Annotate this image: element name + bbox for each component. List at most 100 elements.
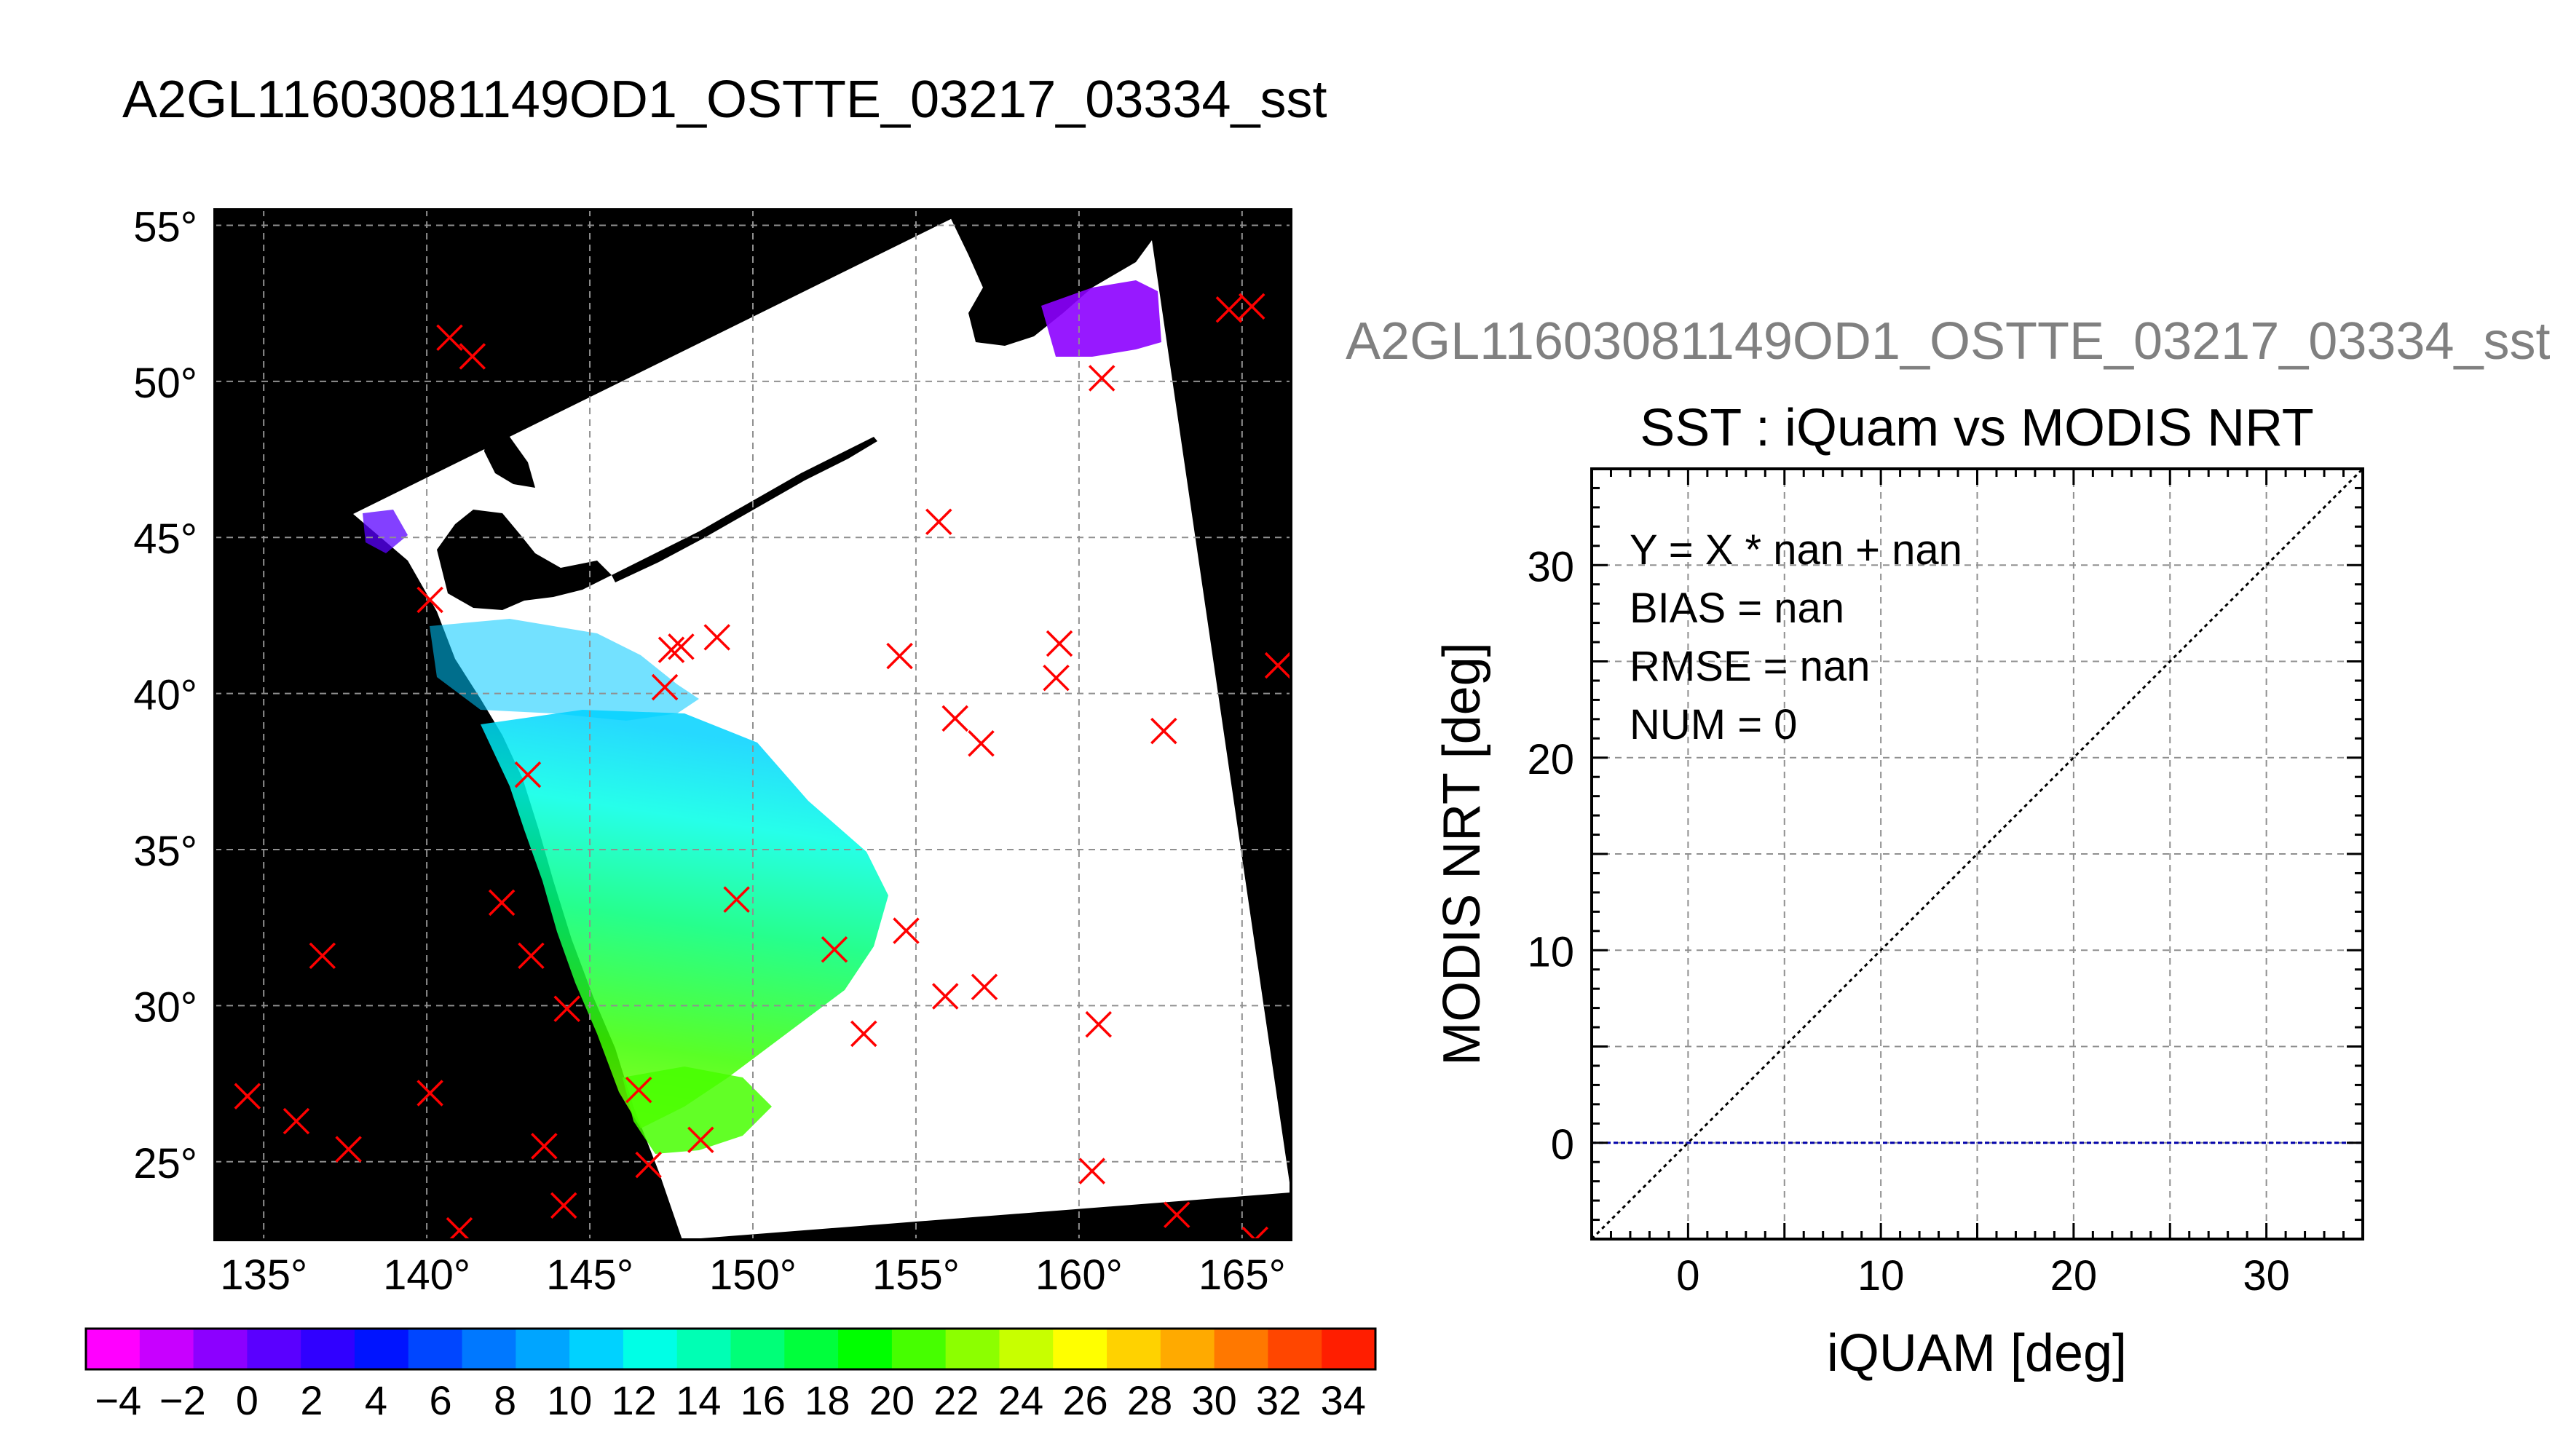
colorbar-tick-label: 34 bbox=[1321, 1377, 1366, 1423]
land-honshu-coast bbox=[215, 514, 682, 1240]
observation-marker bbox=[1215, 296, 1243, 323]
colorbar-cell bbox=[247, 1329, 301, 1369]
scatter-y-tick-label: 30 bbox=[1527, 543, 1574, 590]
map-lon-tick-label: 160° bbox=[1035, 1251, 1123, 1299]
annotation-fit-equation: Y = X * nan + nan bbox=[1630, 526, 1962, 574]
map-lon-ticks: 135° 140° 145° 150° 155° 160° 165° bbox=[220, 1251, 1286, 1299]
colorbar-cell bbox=[999, 1329, 1054, 1369]
colorbar-cell bbox=[1268, 1329, 1322, 1369]
observation-marker bbox=[531, 1133, 558, 1160]
colorbar-cell bbox=[1160, 1329, 1215, 1369]
land-kuril-chain bbox=[612, 437, 877, 582]
scatter-x-tick-label: 10 bbox=[1857, 1252, 1905, 1299]
scatter-x-tick-label: 30 bbox=[2243, 1252, 2290, 1299]
map-lon-tick-label: 135° bbox=[220, 1251, 307, 1299]
scatter-minor-ticks bbox=[1592, 469, 2363, 1239]
colorbar-cell bbox=[784, 1329, 839, 1369]
scatter-x-tick-label: 20 bbox=[2050, 1252, 2098, 1299]
colorbar-frame bbox=[84, 1327, 1377, 1371]
colorbar-cell bbox=[139, 1329, 194, 1369]
colorbar-cell bbox=[623, 1329, 678, 1369]
observation-marker bbox=[687, 1126, 714, 1154]
scatter-x-label: iQUAM [deg] bbox=[1827, 1324, 2127, 1382]
scatter-panel: SST : iQuam vs MODIS NRT 0 10 20 30 0 10 20 30… bbox=[1433, 399, 2364, 1382]
observation-marker bbox=[625, 1076, 652, 1104]
map-lat-tick-label: 45° bbox=[133, 515, 197, 563]
page-title: A2GL11603081149OD1_OSTTE_03217_03334_sst bbox=[122, 71, 1327, 129]
colorbar-cell bbox=[569, 1329, 624, 1369]
observation-marker bbox=[1078, 1158, 1106, 1184]
colorbar-tick-label: 4 bbox=[365, 1377, 387, 1423]
colorbar-tick-label: 0 bbox=[236, 1377, 258, 1423]
map-lat-tick-label: 40° bbox=[133, 672, 197, 719]
colorbar-cell bbox=[730, 1329, 785, 1369]
colorbar-tick-label: 16 bbox=[741, 1377, 786, 1423]
colorbar: −4 −2 0 2 4 6 8 10 12 14 16 18 20 22 24 26 28 30 32 34 bbox=[84, 1327, 1377, 1423]
observation-marker bbox=[309, 942, 336, 970]
colorbar-tick-label: 24 bbox=[998, 1377, 1043, 1423]
observation-marker bbox=[553, 995, 580, 1022]
colorbar-tick-label: −2 bbox=[159, 1377, 206, 1423]
scatter-y-label: MODIS NRT [deg] bbox=[1433, 642, 1491, 1066]
observation-marker bbox=[941, 705, 968, 732]
colorbar-cell bbox=[945, 1329, 1000, 1369]
observation-marker bbox=[1239, 293, 1265, 320]
observation-marker bbox=[703, 624, 730, 651]
observation-marker bbox=[283, 1107, 310, 1135]
colorbar-tick-label: 22 bbox=[933, 1377, 979, 1423]
colorbar-tick-label: 8 bbox=[494, 1377, 516, 1423]
colorbar-tick-label: 26 bbox=[1062, 1377, 1107, 1423]
observation-marker bbox=[1264, 652, 1291, 679]
colorbar-tick-label: 12 bbox=[612, 1377, 657, 1423]
land-kamchatka bbox=[947, 210, 1152, 346]
colorbar-tick-label: 30 bbox=[1191, 1377, 1236, 1423]
colorbar-cell bbox=[1107, 1329, 1161, 1369]
map-lon-tick-label: 155° bbox=[872, 1251, 960, 1299]
colorbar-tick-label: 2 bbox=[300, 1377, 323, 1423]
map-lat-tick-label: 55° bbox=[133, 203, 197, 250]
map-lon-tick-label: 145° bbox=[546, 1251, 633, 1299]
colorbar-tick-label: 28 bbox=[1127, 1377, 1172, 1423]
observation-marker bbox=[971, 973, 998, 1000]
observation-marker bbox=[932, 983, 959, 1010]
sst-subtropical bbox=[481, 710, 888, 1128]
observation-markers bbox=[234, 293, 1291, 1240]
observation-marker bbox=[657, 636, 685, 663]
map-lat-tick-label: 25° bbox=[133, 1140, 197, 1187]
sst-cold-west bbox=[363, 510, 408, 553]
sst-warm-south bbox=[623, 1067, 772, 1154]
observation-marker bbox=[635, 1151, 662, 1179]
observation-marker bbox=[850, 1020, 877, 1048]
observation-marker bbox=[651, 673, 679, 701]
colorbar-cell bbox=[462, 1329, 516, 1369]
map-lat-tick-label: 30° bbox=[133, 984, 197, 1031]
observation-marker bbox=[416, 1080, 443, 1107]
colorbar-cell bbox=[891, 1329, 947, 1369]
scatter-x-ticks: 0 10 20 30 bbox=[1676, 1252, 2290, 1299]
colorbar-cell bbox=[838, 1329, 893, 1369]
colorbar-cell bbox=[1322, 1329, 1376, 1369]
observation-marker bbox=[968, 729, 995, 757]
annotation-rmse: RMSE = nan bbox=[1630, 643, 1870, 690]
sst-subarctic bbox=[430, 619, 699, 721]
map-lon-tick-label: 165° bbox=[1198, 1251, 1286, 1299]
observation-marker bbox=[518, 942, 545, 970]
observation-marker bbox=[1085, 1010, 1112, 1038]
observation-marker bbox=[550, 1192, 577, 1219]
map-lon-tick-label: 140° bbox=[383, 1251, 470, 1299]
observation-marker bbox=[1043, 664, 1070, 692]
observation-marker bbox=[488, 889, 516, 917]
colorbar-cell bbox=[516, 1329, 570, 1369]
observation-marker bbox=[234, 1083, 261, 1109]
map-lon-tick-label: 150° bbox=[709, 1251, 797, 1299]
scatter-x-tick-label: 0 bbox=[1676, 1252, 1699, 1299]
map-lat-tick-label: 35° bbox=[133, 828, 197, 875]
scatter-y-ticks: 0 10 20 30 bbox=[1527, 543, 1574, 1168]
colorbar-cell bbox=[301, 1329, 355, 1369]
observation-marker bbox=[925, 508, 952, 536]
colorbar-cell bbox=[1214, 1329, 1268, 1369]
observation-marker bbox=[1164, 1201, 1190, 1228]
observation-marker bbox=[1046, 630, 1073, 657]
stats-annotations: Y = X * nan + nan BIAS = nan RMSE = nan … bbox=[1630, 526, 1962, 748]
